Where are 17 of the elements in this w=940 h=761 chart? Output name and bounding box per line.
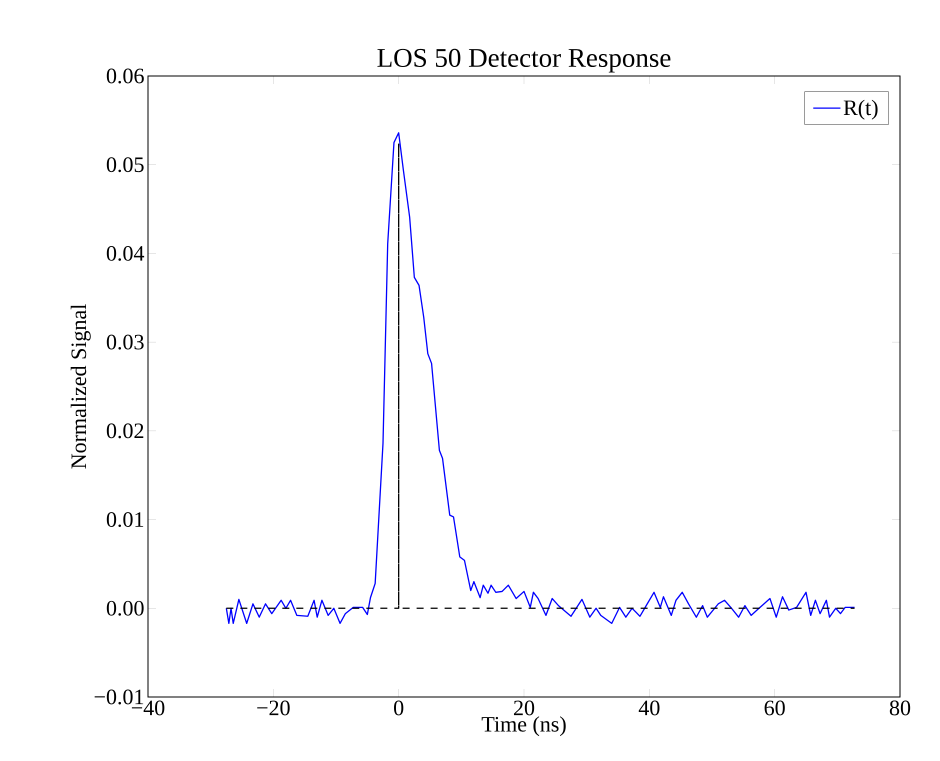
legend-label: R(t) <box>844 100 878 120</box>
y-tick-label: 0.00 <box>106 600 144 616</box>
x-tick-label: −20 <box>257 700 290 716</box>
y-tick-label: 0.06 <box>106 68 144 84</box>
chart-title: LOS 50 Detector Response <box>377 48 670 73</box>
x-tick-label: 60 <box>764 700 785 716</box>
y-tick-label: 0.04 <box>106 246 144 261</box>
y-tick-label: 0.02 <box>106 423 144 438</box>
x-tick-label: 20 <box>514 700 534 716</box>
y-tick-label: 0.01 <box>106 512 144 528</box>
x-tick-label: 0 <box>394 700 404 716</box>
x-tick-label: 80 <box>890 700 910 716</box>
x-axis-title: Time (ns) <box>482 716 566 736</box>
y-tick-label: 0.03 <box>106 334 144 350</box>
y-tick-label: 0.05 <box>106 157 144 172</box>
y-axis-title: Normalized Signal <box>70 304 91 469</box>
x-tick-label: 40 <box>638 700 660 716</box>
